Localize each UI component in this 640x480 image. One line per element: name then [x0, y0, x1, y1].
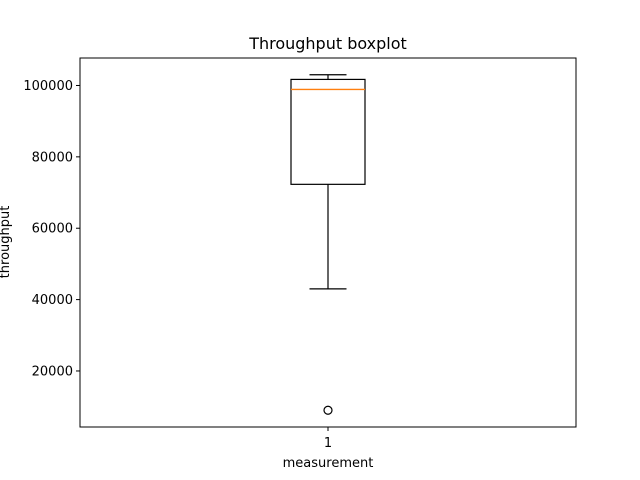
x-tick-label: 1	[324, 436, 332, 451]
y-tick-label: 60000	[32, 222, 73, 237]
axes-frame	[79, 57, 577, 428]
x-axis-label: measurement	[283, 456, 374, 471]
box-iqr	[290, 78, 366, 185]
chart-title: Throughput boxplot	[248, 34, 407, 53]
outlier-point	[323, 405, 333, 415]
y-axis-label: throughput	[0, 206, 13, 279]
y-tick-label: 80000	[32, 150, 73, 165]
y-tick-label: 40000	[32, 293, 73, 308]
y-tick-label: 20000	[32, 364, 73, 379]
plot-area: 20000 40000 60000 80000 100000 1	[23, 57, 577, 451]
y-tick-label: 100000	[23, 79, 73, 94]
